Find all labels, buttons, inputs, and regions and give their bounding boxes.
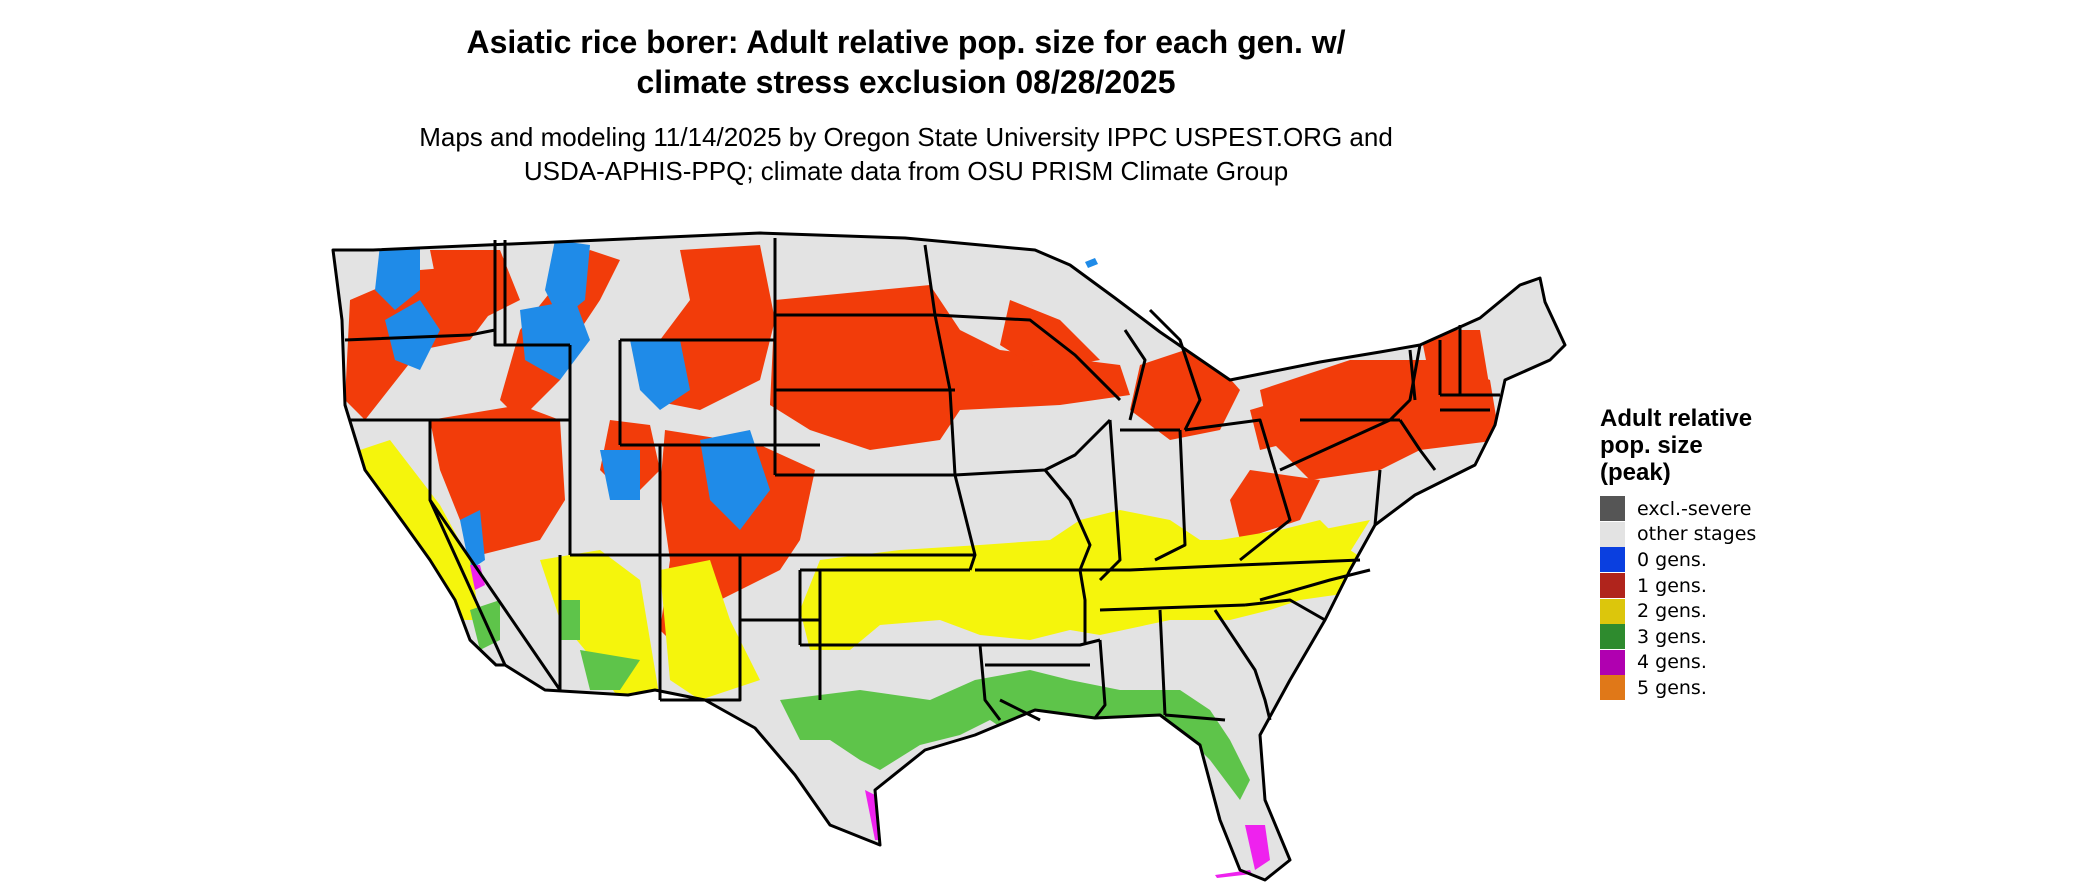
legend: Adult relative pop. size (peak) excl.-se… [1600, 405, 1860, 701]
legend-title: Adult relative pop. size (peak) [1600, 405, 1860, 486]
legend-label: 1 gens. [1637, 574, 1707, 597]
subtitle-line-2: USDA-APHIS-PPQ; climate data from OSU PR… [523, 156, 1289, 186]
legend-label: 4 gens. [1637, 651, 1707, 674]
legend-item: 2 gens. [1600, 598, 1860, 624]
legend-swatch [1600, 547, 1625, 573]
legend-swatch [1600, 598, 1625, 624]
legend-title-line-3: (peak) [1600, 459, 1671, 486]
legend-label: 5 gens. [1637, 676, 1707, 699]
legend-item: other stages [1600, 521, 1860, 548]
us-map [331, 231, 1567, 882]
lake-island [1085, 258, 1098, 268]
legend-swatch [1600, 496, 1625, 522]
legend-label: excl.-severe [1637, 497, 1752, 520]
legend-item: 5 gens. [1600, 675, 1860, 701]
legend-swatch [1600, 521, 1625, 547]
legend-label: 2 gens. [1637, 600, 1707, 623]
legend-swatch [1600, 649, 1625, 675]
legend-item: 0 gens. [1600, 547, 1860, 573]
legend-swatch [1600, 573, 1625, 599]
legend-item: 4 gens. [1600, 649, 1860, 676]
legend-label: 3 gens. [1637, 625, 1707, 648]
title-line-1: Asiatic rice borer: Adult relative pop. … [466, 24, 1346, 60]
legend-item: 1 gens. [1600, 573, 1860, 599]
state-borders [331, 231, 1567, 882]
legend-swatch [1600, 675, 1625, 701]
legend-title-line-2: pop. size [1600, 432, 1703, 459]
title-line-2: climate stress exclusion 08/28/2025 [636, 64, 1176, 100]
subtitle-line-1: Maps and modeling 11/14/2025 by Oregon S… [419, 122, 1393, 152]
legend-label: other stages [1637, 523, 1757, 546]
legend-swatch [1600, 624, 1625, 650]
legend-item: excl.-severe [1600, 496, 1860, 522]
legend-items: excl.-severe other stages 0 gens. 1 gens. 2 … [1600, 496, 1860, 701]
map-title: Asiatic rice borer: Adult relative pop. … [0, 22, 1812, 102]
blue-zones [375, 240, 770, 570]
legend-title-line-1: Adult relative [1600, 405, 1753, 432]
legend-label: 0 gens. [1637, 548, 1707, 571]
legend-item: 3 gens. [1600, 624, 1860, 650]
map-subtitle: Maps and modeling 11/14/2025 by Oregon S… [0, 120, 1812, 188]
